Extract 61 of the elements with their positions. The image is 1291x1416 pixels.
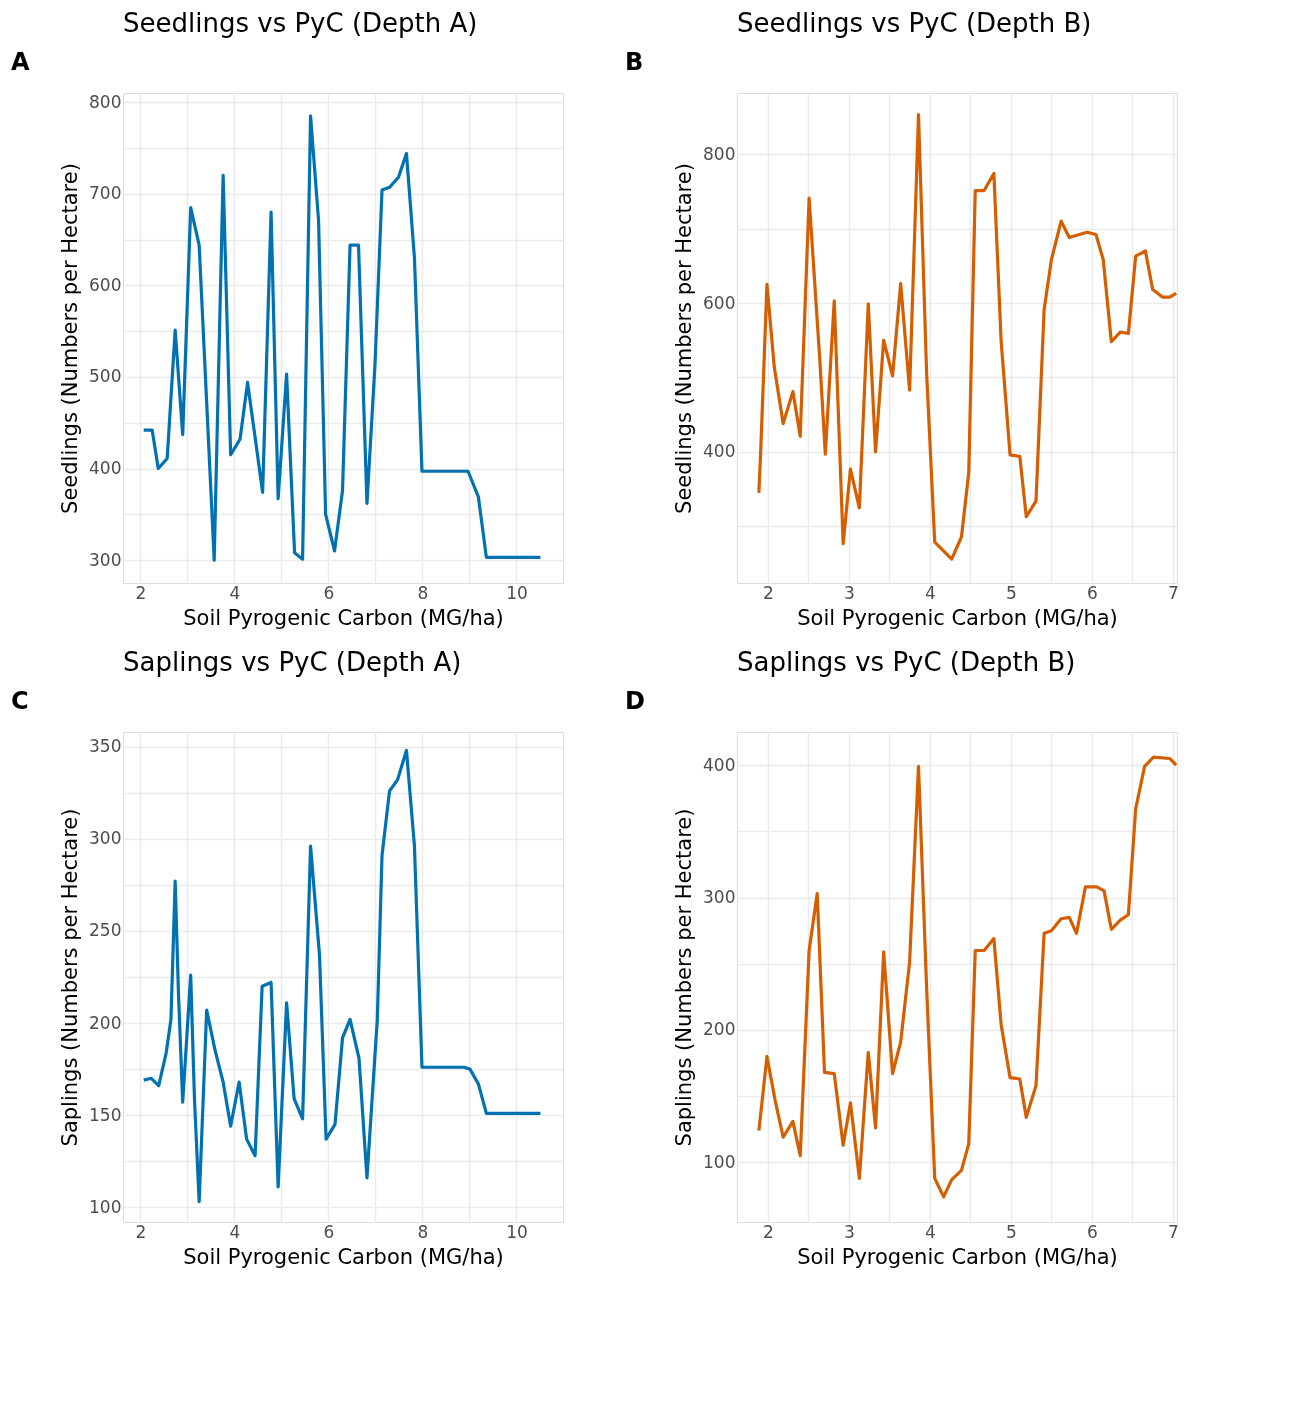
x-tick-label: 10 <box>506 582 528 603</box>
x-tick-label: 6 <box>1087 1221 1098 1242</box>
chart-title: Seedlings vs PyC (Depth A) <box>123 8 478 38</box>
x-tick-label: 5 <box>1005 582 1017 603</box>
x-tick-label: 3 <box>843 1221 855 1242</box>
y-tick-label: 300 <box>89 549 122 570</box>
chart-title: Seedlings vs PyC (Depth B) <box>737 8 1092 38</box>
y-tick-label: 400 <box>89 458 122 479</box>
text: B <box>625 48 644 76</box>
x-axis-title: Soil Pyrogenic Carbon (MG/ha) <box>183 1244 504 1269</box>
x-tick-label: 8 <box>417 1221 429 1242</box>
y-tick-label: 400 <box>703 441 736 462</box>
text: D <box>625 687 645 715</box>
y-axis-title: Seedlings (Numbers per Hectare) <box>58 163 83 514</box>
y-tick-label: 200 <box>89 1012 122 1033</box>
y-tick-label: 600 <box>89 274 122 295</box>
y-tick-label: 500 <box>89 366 122 387</box>
y-tick-label: 100 <box>703 1151 736 1172</box>
x-tick-label: 4 <box>229 582 241 603</box>
y-tick-label: 700 <box>89 183 122 204</box>
chart-title: Saplings vs PyC (Depth A) <box>123 647 462 677</box>
x-axis-title: Soil Pyrogenic Carbon (MG/ha) <box>797 605 1118 630</box>
x-tick-label: 4 <box>229 1221 241 1242</box>
y-tick-label: 200 <box>703 1019 736 1040</box>
line-series <box>142 114 543 562</box>
text: C <box>11 687 29 715</box>
x-axis-title: Soil Pyrogenic Carbon (MG/ha) <box>183 605 504 630</box>
y-tick-label: 600 <box>703 292 736 313</box>
x-tick-label: 4 <box>924 1221 936 1242</box>
y-tick-label: 100 <box>89 1196 122 1217</box>
x-tick-label: 7 <box>1168 582 1179 603</box>
x-tick-label: 2 <box>135 1221 147 1242</box>
text: A <box>11 48 30 76</box>
y-tick-label: 800 <box>703 143 736 164</box>
x-tick-label: 6 <box>1087 582 1098 603</box>
x-tick-label: 5 <box>1005 1221 1017 1242</box>
x-tick-label: 6 <box>323 582 335 603</box>
x-tick-label: 2 <box>135 582 147 603</box>
x-tick-label: 2 <box>762 1221 774 1242</box>
line-series <box>757 755 1178 1199</box>
x-tick-label: 10 <box>506 1221 528 1242</box>
x-tick-label: 6 <box>323 1221 335 1242</box>
y-tick-label: 250 <box>89 920 122 941</box>
y-tick-label: 350 <box>89 736 122 757</box>
x-tick-label: 3 <box>843 582 855 603</box>
line-series <box>142 748 543 1204</box>
x-tick-label: 8 <box>417 582 429 603</box>
y-axis-title: Saplings (Numbers per Hectare) <box>58 808 83 1147</box>
y-tick-label: 300 <box>89 828 122 849</box>
x-tick-label: 7 <box>1168 1221 1179 1242</box>
y-tick-label: 800 <box>89 91 122 112</box>
y-tick-label: 400 <box>703 754 736 775</box>
y-axis-title: Seedlings (Numbers per Hectare) <box>672 163 697 514</box>
chart-title: Saplings vs PyC (Depth B) <box>737 647 1076 677</box>
x-tick-label: 4 <box>924 582 936 603</box>
x-tick-label: 2 <box>762 582 774 603</box>
y-axis-title: Saplings (Numbers per Hectare) <box>672 808 697 1147</box>
x-axis-title: Soil Pyrogenic Carbon (MG/ha) <box>797 1244 1118 1269</box>
line-series <box>757 113 1178 561</box>
y-tick-label: 300 <box>703 887 736 908</box>
y-tick-label: 150 <box>89 1104 122 1125</box>
